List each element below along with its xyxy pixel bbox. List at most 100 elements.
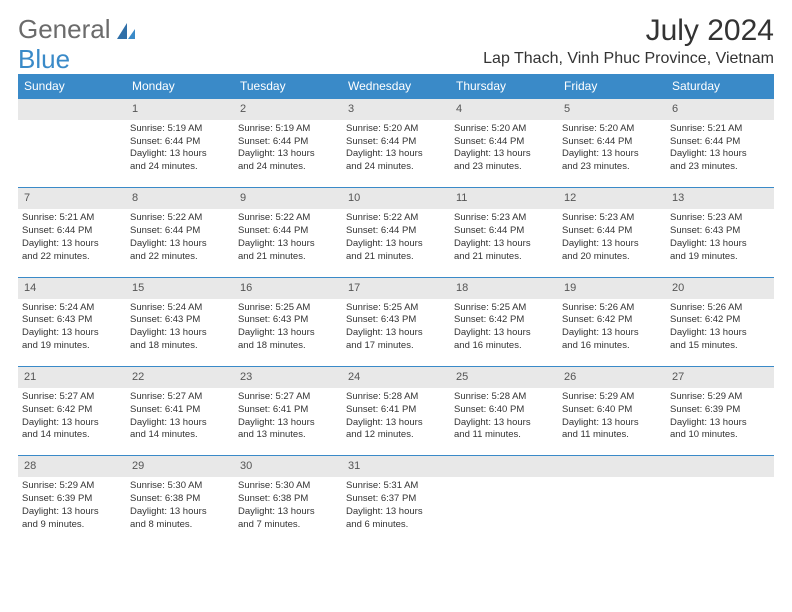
sunrise-text: Sunrise: 5:24 AM <box>130 302 230 315</box>
day1-text: Daylight: 13 hours <box>454 148 554 161</box>
sunset-text: Sunset: 6:43 PM <box>130 314 230 327</box>
sunrise-text: Sunrise: 5:22 AM <box>130 212 230 225</box>
sunrise-text: Sunrise: 5:24 AM <box>22 302 122 315</box>
day-number: 14 <box>18 277 126 298</box>
day2-text: and 10 minutes. <box>670 429 770 442</box>
sunrise-text: Sunrise: 5:28 AM <box>346 391 446 404</box>
day-number: 7 <box>18 188 126 209</box>
sunset-text: Sunset: 6:41 PM <box>238 404 338 417</box>
day-cell: Sunrise: 5:29 AMSunset: 6:39 PMDaylight:… <box>666 388 774 456</box>
day2-text: and 21 minutes. <box>238 251 338 264</box>
location: Lap Thach, Vinh Phuc Province, Vietnam <box>483 50 774 68</box>
day-number <box>558 456 666 477</box>
day1-text: Daylight: 13 hours <box>22 417 122 430</box>
day2-text: and 11 minutes. <box>454 429 554 442</box>
sunrise-text: Sunrise: 5:28 AM <box>454 391 554 404</box>
sunrise-text: Sunrise: 5:23 AM <box>562 212 662 225</box>
sunset-text: Sunset: 6:38 PM <box>238 493 338 506</box>
day-number: 24 <box>342 367 450 388</box>
day2-text: and 23 minutes. <box>454 161 554 174</box>
day-number: 6 <box>666 99 774 120</box>
day1-text: Daylight: 13 hours <box>22 238 122 251</box>
sunset-text: Sunset: 6:44 PM <box>238 225 338 238</box>
day2-text: and 16 minutes. <box>454 340 554 353</box>
day1-text: Daylight: 13 hours <box>238 148 338 161</box>
day-cell: Sunrise: 5:29 AMSunset: 6:39 PMDaylight:… <box>18 477 126 545</box>
day1-text: Daylight: 13 hours <box>130 506 230 519</box>
day2-text: and 11 minutes. <box>562 429 662 442</box>
day-cell: Sunrise: 5:22 AMSunset: 6:44 PMDaylight:… <box>126 209 234 277</box>
day1-text: Daylight: 13 hours <box>238 327 338 340</box>
content-row: Sunrise: 5:21 AMSunset: 6:44 PMDaylight:… <box>18 209 774 277</box>
day-number: 5 <box>558 99 666 120</box>
day-cell: Sunrise: 5:29 AMSunset: 6:40 PMDaylight:… <box>558 388 666 456</box>
day2-text: and 7 minutes. <box>238 519 338 532</box>
day-cell <box>450 477 558 545</box>
day1-text: Daylight: 13 hours <box>238 417 338 430</box>
sunrise-text: Sunrise: 5:25 AM <box>238 302 338 315</box>
day-number: 17 <box>342 277 450 298</box>
day1-text: Daylight: 13 hours <box>670 148 770 161</box>
day-cell: Sunrise: 5:24 AMSunset: 6:43 PMDaylight:… <box>18 299 126 367</box>
sunrise-text: Sunrise: 5:26 AM <box>670 302 770 315</box>
day2-text: and 14 minutes. <box>130 429 230 442</box>
day-number: 26 <box>558 367 666 388</box>
day-cell: Sunrise: 5:19 AMSunset: 6:44 PMDaylight:… <box>234 120 342 188</box>
day-cell: Sunrise: 5:23 AMSunset: 6:44 PMDaylight:… <box>558 209 666 277</box>
day1-text: Daylight: 13 hours <box>130 417 230 430</box>
sunset-text: Sunset: 6:43 PM <box>670 225 770 238</box>
daynum-row: 21222324252627 <box>18 367 774 388</box>
day-cell: Sunrise: 5:19 AMSunset: 6:44 PMDaylight:… <box>126 120 234 188</box>
header: General July 2024 Lap Thach, Vinh Phuc P… <box>18 14 774 68</box>
weekday-header: Sunday <box>18 74 126 99</box>
day-cell: Sunrise: 5:26 AMSunset: 6:42 PMDaylight:… <box>666 299 774 367</box>
sunrise-text: Sunrise: 5:21 AM <box>670 123 770 136</box>
day-number: 28 <box>18 456 126 477</box>
day1-text: Daylight: 13 hours <box>562 417 662 430</box>
daynum-row: 28293031 <box>18 456 774 477</box>
calendar-table: Sunday Monday Tuesday Wednesday Thursday… <box>18 74 774 545</box>
sunset-text: Sunset: 6:40 PM <box>562 404 662 417</box>
day-cell: Sunrise: 5:25 AMSunset: 6:43 PMDaylight:… <box>234 299 342 367</box>
sunrise-text: Sunrise: 5:25 AM <box>346 302 446 315</box>
sunset-text: Sunset: 6:44 PM <box>238 136 338 149</box>
day1-text: Daylight: 13 hours <box>346 417 446 430</box>
day-number <box>666 456 774 477</box>
day-cell: Sunrise: 5:20 AMSunset: 6:44 PMDaylight:… <box>558 120 666 188</box>
day-number: 4 <box>450 99 558 120</box>
content-row: Sunrise: 5:24 AMSunset: 6:43 PMDaylight:… <box>18 299 774 367</box>
sunset-text: Sunset: 6:42 PM <box>670 314 770 327</box>
sunrise-text: Sunrise: 5:22 AM <box>238 212 338 225</box>
weekday-header: Monday <box>126 74 234 99</box>
day-number: 27 <box>666 367 774 388</box>
day-number: 20 <box>666 277 774 298</box>
day2-text: and 14 minutes. <box>22 429 122 442</box>
day-cell: Sunrise: 5:26 AMSunset: 6:42 PMDaylight:… <box>558 299 666 367</box>
sunset-text: Sunset: 6:40 PM <box>454 404 554 417</box>
day2-text: and 20 minutes. <box>562 251 662 264</box>
sunrise-text: Sunrise: 5:23 AM <box>670 212 770 225</box>
month-title: July 2024 <box>483 14 774 48</box>
daynum-row: 14151617181920 <box>18 277 774 298</box>
sunrise-text: Sunrise: 5:30 AM <box>130 480 230 493</box>
content-row: Sunrise: 5:19 AMSunset: 6:44 PMDaylight:… <box>18 120 774 188</box>
day2-text: and 19 minutes. <box>22 340 122 353</box>
day-number <box>450 456 558 477</box>
logo-text-general: General <box>18 14 111 45</box>
day1-text: Daylight: 13 hours <box>22 506 122 519</box>
sunset-text: Sunset: 6:44 PM <box>454 136 554 149</box>
sunrise-text: Sunrise: 5:26 AM <box>562 302 662 315</box>
day2-text: and 21 minutes. <box>454 251 554 264</box>
day1-text: Daylight: 13 hours <box>346 148 446 161</box>
day-number: 18 <box>450 277 558 298</box>
sunset-text: Sunset: 6:39 PM <box>670 404 770 417</box>
sunrise-text: Sunrise: 5:19 AM <box>238 123 338 136</box>
day-number: 10 <box>342 188 450 209</box>
logo: General <box>18 14 139 45</box>
day2-text: and 9 minutes. <box>22 519 122 532</box>
day-number: 8 <box>126 188 234 209</box>
day1-text: Daylight: 13 hours <box>346 506 446 519</box>
day-number: 31 <box>342 456 450 477</box>
sunrise-text: Sunrise: 5:27 AM <box>22 391 122 404</box>
sunrise-text: Sunrise: 5:23 AM <box>454 212 554 225</box>
